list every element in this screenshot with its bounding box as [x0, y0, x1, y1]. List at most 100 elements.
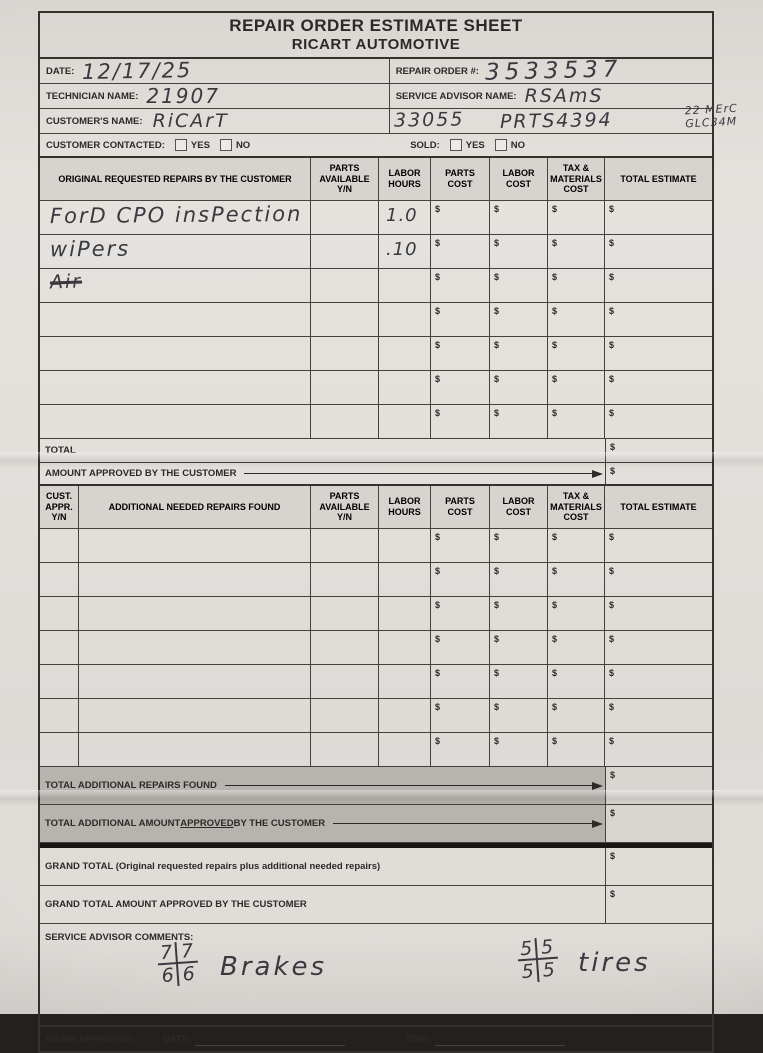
customer-label: CUSTOMER'S NAME:: [46, 115, 143, 127]
form-title-line1: REPAIR ORDER ESTIMATE SHEET: [229, 16, 523, 35]
table-row: $ $ $ $: [40, 529, 712, 563]
dollar-sign: $: [609, 374, 615, 384]
arrow-right-icon: [244, 469, 603, 478]
dollar-sign: $: [552, 204, 558, 214]
original-repairs-table-header: ORIGINAL REQUESTED REPAIRS BY THE CUSTOM…: [40, 158, 712, 201]
t1-header-tax-materials: TAX & MATERIALS COST: [547, 158, 604, 201]
date-label: DATE:: [46, 65, 75, 77]
repair-description-handwritten: wiPers: [49, 236, 131, 262]
repair-order-value-handwritten: 3533537: [484, 55, 623, 86]
dollar-sign: $: [435, 340, 441, 350]
info-row-customer: CUSTOMER'S NAME: RiCArT 33055 PRTS4394 2…: [40, 102, 738, 134]
dollar-sign: $: [494, 668, 500, 678]
t2-header-labor-cost: LABOR COST: [489, 486, 547, 529]
dollar-sign: $: [609, 238, 615, 248]
dollar-sign: $: [494, 736, 500, 746]
dollar-sign: $: [610, 770, 616, 780]
table-row: $ $ $ $: [40, 405, 712, 439]
dollar-sign: $: [609, 668, 615, 678]
t2-header-parts-cost: PARTS COST: [430, 486, 489, 529]
brakes-label-handwritten: Brakes: [220, 952, 328, 982]
dollar-sign: $: [609, 634, 615, 644]
work-approved-row: WORK APPROVED: DATE: TIME:: [40, 1027, 712, 1051]
total-label: TOTAL: [45, 445, 76, 456]
dollar-sign: $: [552, 702, 558, 712]
brake-measurements-handwritten: 7 7 6 6: [156, 939, 200, 988]
parts-tag-handwritten: PRTS4394: [499, 109, 613, 133]
repair-description-struck-handwritten: Air: [49, 270, 83, 294]
advisor-label: SERVICE ADVISOR NAME:: [395, 90, 517, 102]
contacted-yes-checkbox-icon: [174, 139, 187, 151]
info-row-names: TECHNICIAN NAME: 21907 SERVICE ADVISOR N…: [40, 84, 712, 109]
dollar-sign: $: [610, 466, 616, 476]
dollar-sign: $: [494, 340, 500, 350]
dollar-sign: $: [609, 600, 615, 610]
labor-hours-handwritten: 1.0: [386, 205, 418, 226]
dollar-sign: $: [494, 374, 500, 384]
grand-total-approved-row: GRAND TOTAL AMOUNT APPROVED BY THE CUSTO…: [40, 886, 712, 924]
repair-order-label: REPAIR ORDER #:: [395, 65, 479, 77]
dollar-sign: $: [610, 442, 616, 452]
sold-yes-label: YES: [465, 139, 485, 151]
dollar-sign: $: [552, 272, 558, 282]
t2-header-tax-materials: TAX & MATERIALS COST: [547, 486, 604, 529]
table-row: $ $ $ $: [40, 699, 712, 733]
service-advisor-comments-section: SERVICE ADVISOR COMMENTS: 7 7 6 6 Brakes…: [40, 924, 712, 1027]
table-row: $ $ $ $: [40, 733, 712, 767]
dollar-sign: $: [494, 600, 500, 610]
grand-total-label: GRAND TOTAL (Original requested repairs …: [45, 861, 381, 872]
t2-header-total-estimate: TOTAL ESTIMATE: [604, 486, 712, 529]
table-row: Air $ $ $ $: [40, 269, 712, 303]
sold-yes-checkbox-icon: [449, 139, 462, 151]
dollar-sign: $: [435, 736, 441, 746]
dollar-sign: $: [552, 668, 558, 678]
t1-header-parts-available: PARTS AVAILABLE Y/N: [310, 158, 378, 201]
table-row: $ $ $ $: [40, 303, 712, 337]
tire-measurements-handwritten: 5 5 5 5: [516, 935, 560, 984]
vehicle-note-handwritten: 22 MErC GLC34M: [684, 102, 738, 131]
t1-header-description: ORIGINAL REQUESTED REPAIRS BY THE CUSTOM…: [40, 158, 310, 201]
dollar-sign: $: [609, 532, 615, 542]
table-row: $ $ $ $: [40, 371, 712, 405]
dollar-sign: $: [494, 204, 500, 214]
dollar-sign: $: [552, 306, 558, 316]
date-value-handwritten: 12/17/25: [82, 57, 193, 84]
dollar-sign: $: [609, 340, 615, 350]
total-additional-approved-band: TOTAL ADDITIONAL AMOUNT APPROVED BY THE …: [40, 805, 712, 843]
grand-total-approved-label: GRAND TOTAL AMOUNT APPROVED BY THE CUSTO…: [45, 899, 307, 910]
customer-value-handwritten: RiCArT: [152, 109, 229, 132]
additional-repairs-table-header: CUST. APPR. Y/N ADDITIONAL NEEDED REPAIR…: [40, 486, 712, 529]
dollar-sign: $: [435, 634, 441, 644]
total-additional-repairs-band: TOTAL ADDITIONAL REPAIRS FOUND $: [40, 767, 712, 805]
thick-divider: [40, 843, 712, 848]
table-row: $ $ $ $: [40, 563, 712, 597]
dollar-sign: $: [552, 532, 558, 542]
dollar-sign: $: [435, 306, 441, 316]
dollar-sign: $: [552, 566, 558, 576]
dollar-sign: $: [609, 736, 615, 746]
dollar-sign: $: [435, 702, 441, 712]
dollar-sign: $: [494, 272, 500, 282]
amount-approved-row: AMOUNT APPROVED BY THE CUSTOMER $: [40, 463, 712, 486]
dollar-sign: $: [494, 238, 500, 248]
table-row: $ $ $ $: [40, 337, 712, 371]
total-additional-repairs-label: TOTAL ADDITIONAL REPAIRS FOUND: [45, 780, 217, 791]
dollar-sign: $: [609, 408, 615, 418]
dollar-sign: $: [609, 306, 615, 316]
total-row: TOTAL $: [40, 439, 712, 463]
form-title-block: REPAIR ORDER ESTIMATE SHEET RICART AUTOM…: [40, 13, 712, 59]
dollar-sign: $: [552, 374, 558, 384]
approved-underlined-word: APPROVED: [180, 818, 234, 829]
t2-header-cust-appr: CUST. APPR. Y/N: [40, 486, 78, 529]
amount-approved-label: AMOUNT APPROVED BY THE CUSTOMER: [45, 468, 237, 479]
contacted-no-label: NO: [235, 139, 251, 151]
dollar-sign: $: [435, 600, 441, 610]
dollar-sign: $: [552, 238, 558, 248]
dollar-sign: $: [494, 532, 500, 542]
technician-label: TECHNICIAN NAME:: [46, 90, 139, 102]
advisor-value-handwritten: RSAmS: [524, 84, 604, 107]
table-row: $ $ $ $: [40, 631, 712, 665]
dollar-sign: $: [435, 238, 441, 248]
info-row-date: DATE: 12/17/25 REPAIR ORDER #: 3533537: [40, 55, 712, 86]
